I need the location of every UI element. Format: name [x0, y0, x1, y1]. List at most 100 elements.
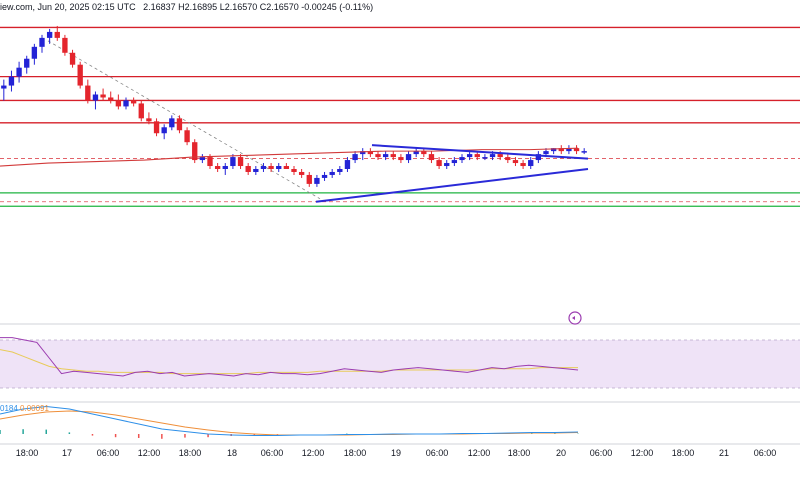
candle-75	[573, 145, 580, 155]
candle-body	[199, 157, 206, 161]
rsi-overbought-band	[0, 340, 800, 388]
candle-body	[329, 171, 335, 175]
signal-line	[0, 410, 579, 436]
candle-body	[192, 142, 198, 161]
candle-body	[268, 166, 274, 169]
candle-body	[482, 157, 488, 159]
candle-body	[474, 154, 480, 158]
candle-body	[337, 169, 343, 172]
candle-body	[505, 157, 511, 161]
triangle-pattern	[315, 144, 589, 203]
decline-trendline	[47, 40, 321, 200]
candle-0	[1, 79, 7, 101]
candle-body	[8, 76, 15, 86]
candle-body	[421, 151, 427, 155]
x-tick-label: 21	[719, 448, 729, 458]
candle-body	[314, 177, 320, 184]
candle-body	[207, 157, 213, 167]
candle-19	[146, 112, 152, 125]
candle-33	[253, 166, 259, 175]
candle-body	[291, 169, 297, 172]
x-tick-label: 12:00	[302, 448, 325, 458]
candle-59	[451, 157, 458, 167]
candle-body	[184, 130, 190, 143]
candle-48	[367, 148, 374, 158]
candle-body	[398, 157, 404, 161]
candle-body	[528, 160, 534, 167]
candle-body	[39, 37, 45, 47]
macd-value: 0184	[0, 404, 18, 413]
candle-body	[581, 151, 587, 153]
candle-67	[512, 157, 519, 167]
candle-17	[130, 97, 137, 107]
candle-body	[260, 166, 267, 169]
candle-63	[482, 154, 488, 161]
macd-panel	[0, 401, 800, 439]
candle-body	[176, 118, 183, 131]
candle-body	[535, 154, 542, 161]
candle-51	[390, 151, 396, 161]
candle-body	[123, 100, 129, 107]
candle-5	[39, 34, 45, 53]
candle-body	[566, 148, 572, 152]
candle-36	[276, 163, 282, 172]
candle-12	[92, 91, 99, 110]
candle-58	[444, 160, 450, 169]
triangle-upper-line	[371, 144, 589, 160]
candle-body	[237, 157, 244, 167]
candle-body	[77, 64, 83, 86]
rsi-line	[0, 337, 579, 377]
macd-line	[0, 405, 579, 436]
candle-body	[512, 160, 519, 164]
candle-body	[558, 148, 564, 152]
sma-line	[0, 147, 579, 167]
candle-25	[192, 139, 198, 164]
candle-68	[520, 160, 526, 169]
x-tick-label: 12:00	[631, 448, 654, 458]
candle-43	[329, 169, 335, 178]
candle-44	[337, 166, 343, 175]
candle-46	[352, 151, 358, 164]
candle-6	[46, 28, 53, 44]
candle-body	[444, 163, 450, 167]
replay-icon[interactable]	[568, 311, 582, 325]
x-tick-label: 18:00	[344, 448, 367, 458]
x-tick-label: 06:00	[590, 448, 613, 458]
candle-body	[520, 163, 526, 167]
candle-body	[497, 154, 503, 158]
x-tick-label: 18:00	[508, 448, 531, 458]
candle-10	[77, 61, 83, 89]
candle-body	[46, 31, 53, 38]
candle-34	[260, 163, 267, 172]
candle-body	[62, 37, 68, 53]
candle-body	[214, 166, 221, 169]
candle-49	[375, 151, 381, 161]
candle-body	[489, 154, 496, 158]
candle-30	[230, 154, 236, 169]
candle-body	[360, 151, 366, 155]
candle-1	[8, 70, 15, 92]
candle-70	[535, 151, 542, 164]
x-tick-label: 06:00	[261, 448, 284, 458]
rsi-panel	[0, 337, 579, 377]
rsi-band	[0, 323, 800, 389]
candle-body	[130, 100, 137, 104]
candle-55	[421, 148, 427, 158]
candle-73	[558, 145, 564, 155]
candle-61	[466, 151, 473, 161]
candle-body	[543, 151, 549, 155]
candle-37	[283, 163, 290, 169]
chart-header: iew.com, Jun 20, 2025 02:15 UTC 2.16837 …	[0, 2, 373, 12]
candle-16	[123, 97, 129, 110]
candle-body	[367, 151, 374, 155]
candle-2	[16, 61, 22, 83]
candle-body	[451, 160, 458, 164]
candle-4	[31, 43, 38, 65]
candle-29	[222, 163, 228, 175]
candle-body	[169, 118, 175, 128]
candle-8	[62, 34, 68, 56]
candle-53	[405, 151, 412, 164]
candle-69	[528, 157, 534, 169]
candle-35	[268, 163, 274, 172]
